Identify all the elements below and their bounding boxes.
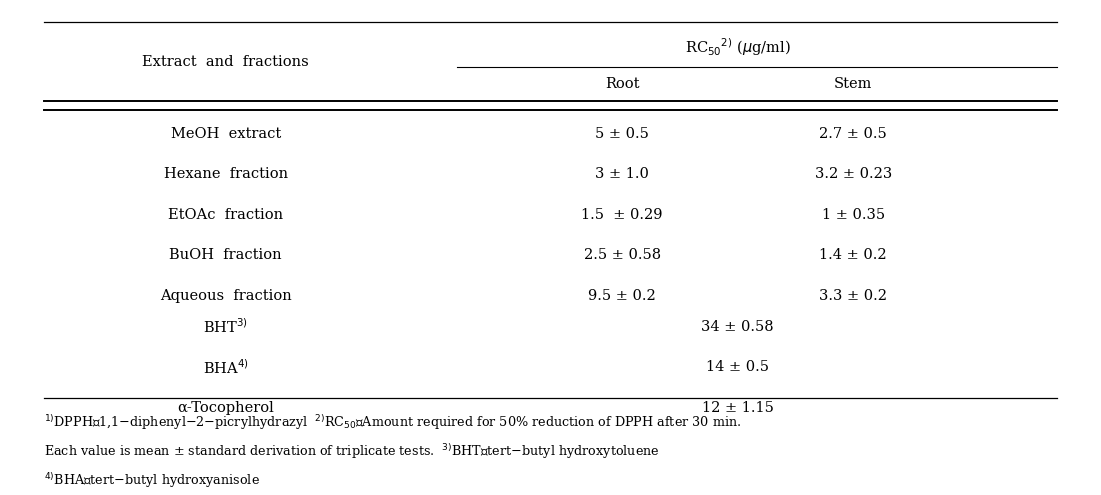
Text: BHT$^{3)}$: BHT$^{3)}$ <box>204 317 248 336</box>
Text: 1.5  ± 0.29: 1.5 ± 0.29 <box>581 208 663 222</box>
Text: 9.5 ± 0.2: 9.5 ± 0.2 <box>588 289 656 303</box>
Text: 5 ± 0.5: 5 ± 0.5 <box>596 127 648 141</box>
Text: Stem: Stem <box>835 77 872 91</box>
Text: 3 ± 1.0: 3 ± 1.0 <box>596 167 648 181</box>
Text: Each value is mean ± standard derivation of triplicate tests.  $^{3)}$BHT：tert−b: Each value is mean ± standard derivation… <box>44 442 659 461</box>
Text: 1.4 ± 0.2: 1.4 ± 0.2 <box>819 248 887 262</box>
Text: α-Tocopherol: α-Tocopherol <box>177 401 274 415</box>
Text: BHA$^{4)}$: BHA$^{4)}$ <box>203 358 249 377</box>
Text: 34 ± 0.58: 34 ± 0.58 <box>701 320 774 334</box>
Text: 2.5 ± 0.58: 2.5 ± 0.58 <box>584 248 661 262</box>
Text: 3.2 ± 0.23: 3.2 ± 0.23 <box>815 167 892 181</box>
Text: EtOAc  fraction: EtOAc fraction <box>168 208 283 222</box>
Text: RC$_{50}$$^{2)}$ ($\mu$g/ml): RC$_{50}$$^{2)}$ ($\mu$g/ml) <box>685 36 791 58</box>
Text: Extract  and  fractions: Extract and fractions <box>142 55 309 69</box>
Text: Aqueous  fraction: Aqueous fraction <box>160 289 292 303</box>
Text: 2.7 ± 0.5: 2.7 ± 0.5 <box>819 127 887 141</box>
Text: $^{1)}$DPPH：1,1−diphenyl−2−picrylhydrazyl  $^{2)}$RC$_{50}$：Amount required for : $^{1)}$DPPH：1,1−diphenyl−2−picrylhydrazy… <box>44 413 741 432</box>
Text: 1 ± 0.35: 1 ± 0.35 <box>821 208 885 222</box>
Text: 14 ± 0.5: 14 ± 0.5 <box>706 360 770 374</box>
Text: MeOH  extract: MeOH extract <box>171 127 281 141</box>
Text: 3.3 ± 0.2: 3.3 ± 0.2 <box>819 289 887 303</box>
Text: Root: Root <box>604 77 640 91</box>
Text: $^{4)}$BHA：tert−butyl hydroxyanisole: $^{4)}$BHA：tert−butyl hydroxyanisole <box>44 471 260 490</box>
Text: 12 ± 1.15: 12 ± 1.15 <box>701 401 774 415</box>
Text: BuOH  fraction: BuOH fraction <box>170 248 282 262</box>
Text: Hexane  fraction: Hexane fraction <box>164 167 287 181</box>
